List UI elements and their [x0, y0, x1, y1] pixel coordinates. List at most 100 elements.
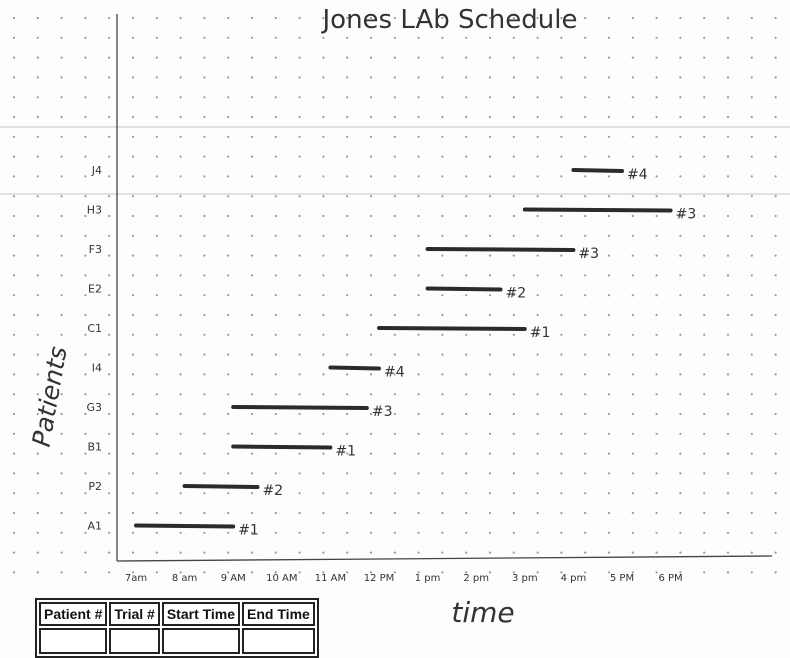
- grid-dot: [393, 333, 396, 336]
- grid-dot: [679, 333, 682, 336]
- grid-dot: [369, 313, 373, 317]
- grid-dot: [203, 353, 206, 356]
- grid-dot: [274, 393, 277, 396]
- grid-dot: [298, 115, 301, 119]
- grid-dot: [488, 96, 492, 99]
- grid-dot: [155, 333, 158, 336]
- grid-dot: [512, 16, 515, 20]
- grid-dot: [774, 96, 777, 99]
- grid-dot: [227, 313, 230, 317]
- grid-dot: [441, 393, 444, 396]
- grid-dot: [274, 76, 277, 79]
- grid-dot: [631, 531, 634, 534]
- grid-dot: [655, 274, 658, 277]
- grid-dot: [274, 333, 277, 336]
- grid-dot: [631, 155, 634, 158]
- grid-dot: [679, 432, 682, 435]
- grid-dot: [36, 234, 39, 237]
- grid-dot: [84, 56, 87, 59]
- grid-dot: [512, 195, 515, 198]
- grid-dot: [250, 452, 254, 455]
- grid-dot: [227, 511, 230, 515]
- grid-dot: [108, 135, 111, 138]
- grid-dot: [60, 96, 63, 99]
- grid-dot: [512, 175, 515, 178]
- grid-dot: [322, 412, 325, 416]
- grid-dot: [12, 472, 16, 475]
- grid-dot: [131, 274, 135, 277]
- grid-dot: [488, 412, 492, 416]
- grid-dot: [607, 155, 611, 158]
- grid-dot: [512, 96, 515, 99]
- grid-dot: [703, 56, 706, 59]
- grid-dot: [227, 274, 230, 277]
- grid-dot: [584, 175, 587, 178]
- x-tick-label: 3 pm: [512, 573, 538, 584]
- grid-dot: [36, 195, 39, 198]
- grid-dot: [227, 492, 230, 495]
- grid-dot: [250, 76, 254, 79]
- grid-dot: [560, 432, 563, 435]
- grid-dot: [84, 432, 87, 435]
- grid-dot: [441, 313, 444, 317]
- grid-dot: [250, 214, 254, 218]
- grid-dot: [346, 56, 349, 59]
- grid-dot: [631, 313, 634, 317]
- grid-dot: [607, 412, 611, 416]
- grid-dot: [227, 333, 230, 336]
- grid-dot: [203, 135, 206, 138]
- y-category-label: G3: [86, 401, 102, 414]
- grid-dot: [655, 432, 658, 435]
- grid-dot: [36, 254, 39, 257]
- grid-dot: [512, 274, 515, 277]
- grid-dot: [679, 56, 682, 59]
- grid-dot: [12, 333, 16, 336]
- grid-dot: [393, 571, 396, 574]
- grid-dot: [298, 175, 301, 178]
- grid-dot: [203, 412, 206, 416]
- grid-dot: [441, 571, 444, 574]
- grid-dot: [179, 353, 182, 356]
- grid-dot: [60, 254, 63, 257]
- grid-dot: [369, 373, 373, 376]
- grid-dot: [417, 56, 420, 59]
- grid-dot: [274, 412, 277, 416]
- grid-dot: [750, 155, 753, 158]
- grid-dot: [84, 551, 87, 554]
- grid-dot: [36, 96, 39, 99]
- grid-dot: [703, 412, 706, 416]
- grid-dot: [726, 294, 730, 297]
- grid-dot: [512, 571, 515, 574]
- grid-dot: [322, 333, 325, 336]
- grid-dot: [536, 135, 539, 138]
- grid-dot: [631, 234, 634, 237]
- grid-dot: [131, 531, 135, 534]
- grid-dot: [36, 294, 39, 297]
- grid-dot: [346, 452, 349, 455]
- grid-dot: [36, 373, 39, 376]
- trial-bar: [377, 326, 527, 331]
- grid-dot: [108, 353, 111, 356]
- grid-dot: [726, 373, 730, 376]
- grid-dot: [369, 155, 373, 158]
- grid-dot: [369, 452, 373, 455]
- table-cell: [242, 628, 315, 654]
- y-category-label: B1: [87, 441, 102, 454]
- grid-dot: [84, 412, 87, 416]
- grid-dot: [465, 551, 468, 554]
- grid-dot: [227, 175, 230, 178]
- grid-dot: [560, 115, 563, 119]
- grid-dot: [679, 511, 682, 515]
- grid-dot: [536, 412, 539, 416]
- grid-dot: [369, 294, 373, 297]
- grid-dot: [607, 492, 611, 495]
- grid-dot: [203, 175, 206, 178]
- grid-dot: [750, 313, 753, 317]
- grid-dot: [274, 234, 277, 237]
- grid-dot: [655, 412, 658, 416]
- grid-dot: [560, 551, 563, 554]
- grid-dot: [84, 353, 87, 356]
- grid-dot: [750, 373, 753, 376]
- grid-dot: [393, 195, 396, 198]
- grid-dot: [607, 56, 611, 59]
